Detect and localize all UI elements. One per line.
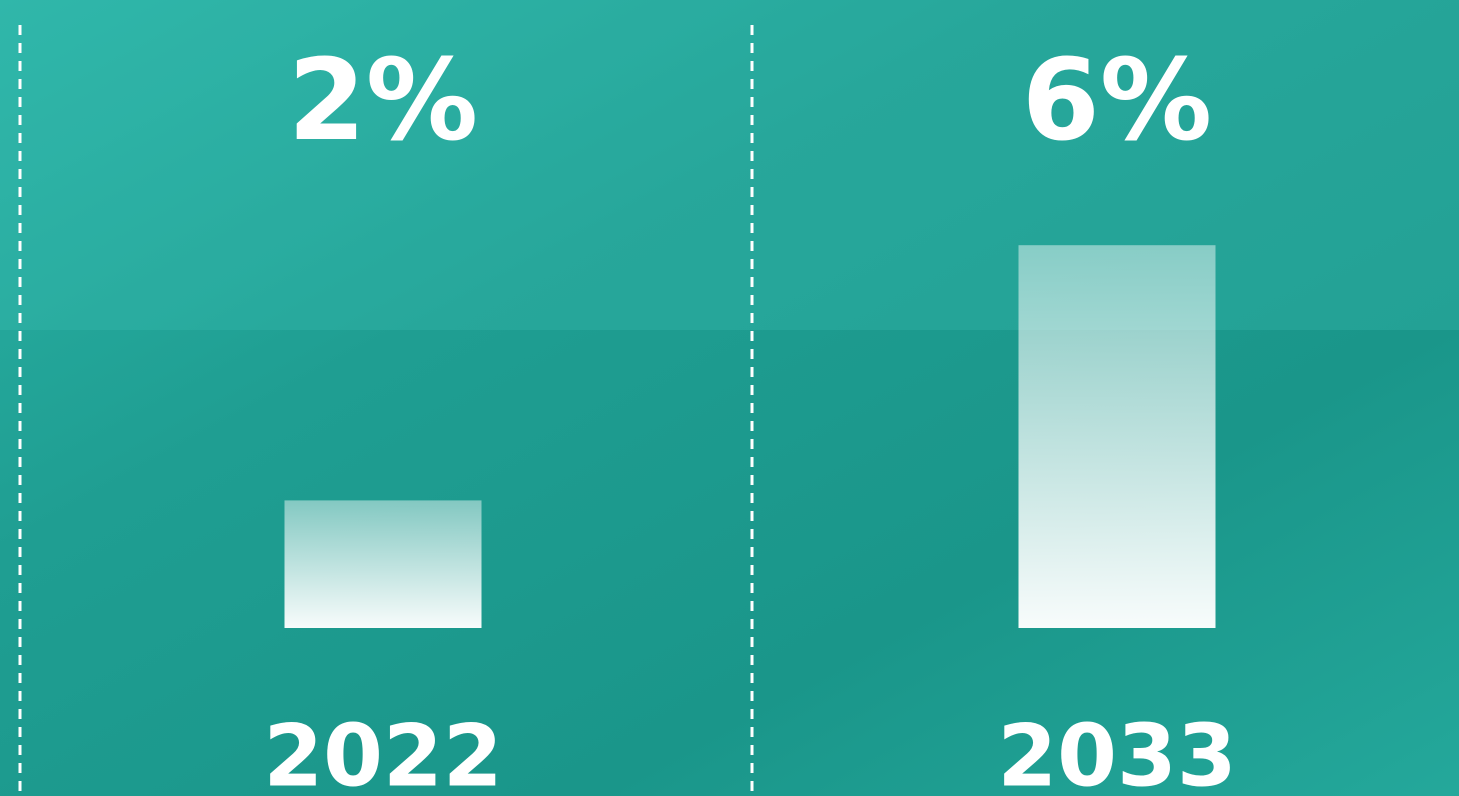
bar (1019, 245, 1216, 628)
bar (285, 500, 482, 628)
value-label: 2% (288, 36, 478, 166)
value-label: 6% (1022, 36, 1212, 166)
year-label: 2033 (997, 706, 1236, 796)
background-town (0, 0, 1459, 330)
year-label: 2022 (263, 706, 502, 796)
chart: 2% 2022 6% 2033 (0, 0, 1459, 796)
